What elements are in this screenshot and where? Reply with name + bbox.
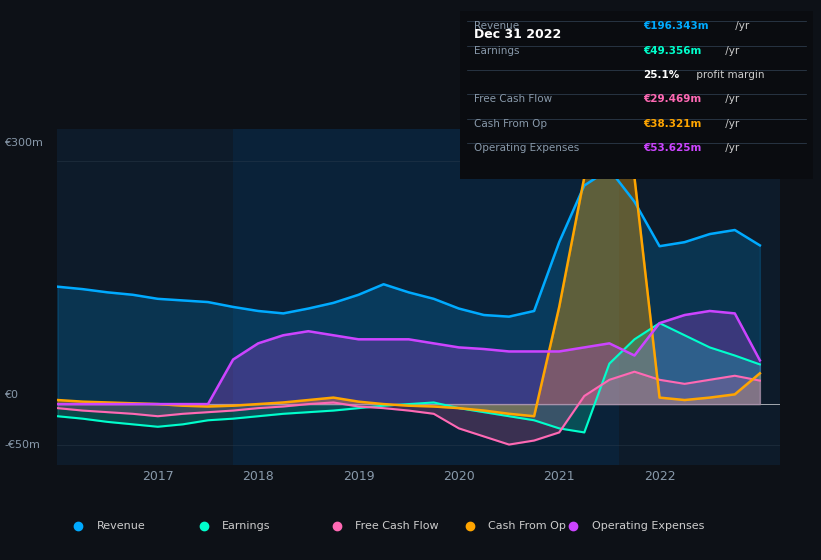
Text: €300m: €300m <box>4 138 43 148</box>
Text: €53.625m: €53.625m <box>644 143 702 153</box>
Text: /yr: /yr <box>732 21 750 31</box>
Text: Cash From Op: Cash From Op <box>488 521 566 531</box>
Text: Free Cash Flow: Free Cash Flow <box>355 521 438 531</box>
Text: /yr: /yr <box>722 143 740 153</box>
Text: Revenue: Revenue <box>97 521 145 531</box>
Text: €0: €0 <box>4 390 18 400</box>
Text: 25.1%: 25.1% <box>644 70 680 80</box>
Text: €38.321m: €38.321m <box>644 119 702 129</box>
Text: Earnings: Earnings <box>222 521 271 531</box>
Text: Earnings: Earnings <box>474 46 520 55</box>
Text: Revenue: Revenue <box>474 21 519 31</box>
Text: €29.469m: €29.469m <box>644 95 702 104</box>
Text: Free Cash Flow: Free Cash Flow <box>474 95 552 104</box>
Text: Cash From Op: Cash From Op <box>474 119 547 129</box>
Text: /yr: /yr <box>722 46 740 55</box>
Bar <box>233 129 619 465</box>
Text: Dec 31 2022: Dec 31 2022 <box>474 28 561 41</box>
Bar <box>619 129 780 465</box>
Text: profit margin: profit margin <box>693 70 764 80</box>
Text: Operating Expenses: Operating Expenses <box>591 521 704 531</box>
Text: /yr: /yr <box>722 119 740 129</box>
Text: €49.356m: €49.356m <box>644 46 702 55</box>
Text: Operating Expenses: Operating Expenses <box>474 143 579 153</box>
Text: €196.343m: €196.343m <box>644 21 709 31</box>
Text: /yr: /yr <box>722 95 740 104</box>
Text: -€50m: -€50m <box>4 440 40 450</box>
